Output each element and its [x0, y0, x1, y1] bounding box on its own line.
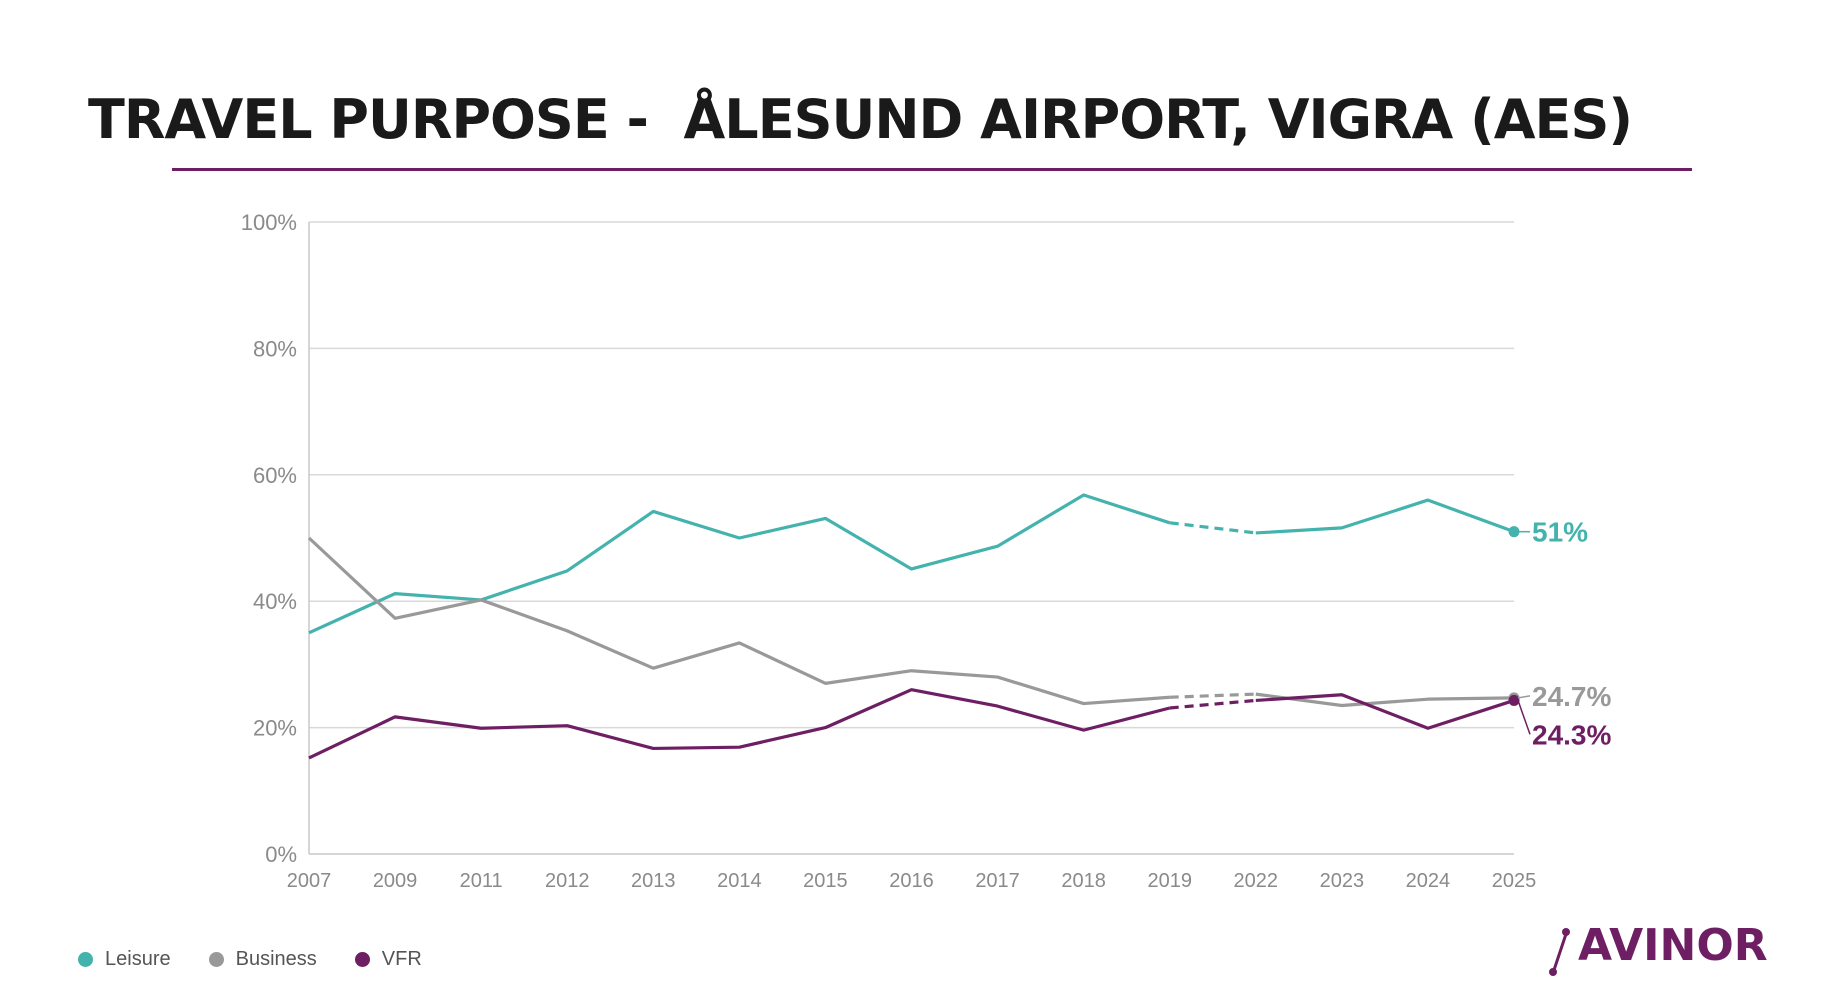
logo-text: AVINOR	[1578, 920, 1768, 971]
x-tick-label: 2022	[1234, 870, 1279, 892]
series-lines	[307, 493, 1520, 760]
axes: 0% 20% 40% 60% 80% 100% 2007 2009 2011 2012 2013 20…	[241, 210, 1537, 892]
legend-marker-leisure	[78, 952, 93, 967]
end-label-leisure: 51%	[1532, 517, 1588, 548]
y-tick-label: 100%	[241, 210, 297, 235]
legend-item-leisure: Leisure	[78, 948, 171, 971]
page-title: TRAVEL PURPOSE - ÅLESUND AIRPORT, VIGRA …	[88, 88, 1633, 151]
series-end-point-vfr	[1508, 694, 1520, 706]
series-line-leisure	[1255, 498, 1515, 535]
x-tick-label: 2015	[803, 870, 848, 892]
x-tick-label: 2016	[889, 870, 934, 892]
end-label-vfr: 24.3%	[1532, 719, 1611, 750]
x-tick-label: 2024	[1406, 870, 1451, 892]
logo-mark-icon	[1549, 928, 1570, 976]
grid-lines	[309, 221, 1514, 855]
series-line-leisure	[308, 493, 1171, 635]
end-label-leader-business	[1517, 695, 1531, 699]
y-tick-label: 40%	[253, 589, 297, 614]
x-tick-label: 2012	[545, 870, 590, 892]
avinor-logo: AVINOR	[1546, 920, 1768, 980]
y-tick-label: 80%	[253, 336, 297, 361]
legend-item-vfr: VFR	[354, 948, 422, 971]
x-tick-label: 2013	[631, 870, 676, 892]
y-tick-label: 0%	[265, 842, 297, 867]
x-tick-label: 2014	[717, 870, 762, 892]
y-tick-label: 60%	[253, 463, 297, 488]
legend-marker-vfr	[354, 952, 370, 967]
x-tick-label: 2007	[287, 870, 332, 892]
series-line-business	[307, 536, 1170, 706]
title-divider	[172, 168, 1692, 171]
series-dashed-business	[1169, 692, 1256, 699]
labels: 51% 24.7% 24.3%	[1517, 517, 1611, 750]
x-tick-label: 2018	[1061, 870, 1106, 892]
end-label-business: 24.7%	[1532, 681, 1611, 712]
series-dashed-leisure	[1169, 521, 1256, 535]
series-line-business	[1255, 692, 1515, 708]
legend-label-vfr: VFR	[381, 948, 422, 970]
x-tick-label: 2023	[1320, 870, 1365, 892]
legend-label-leisure: Leisure	[105, 948, 171, 970]
legend-marker-business	[208, 952, 224, 967]
series-end-point-leisure	[1508, 526, 1520, 538]
x-tick-label: 2011	[460, 870, 503, 892]
x-tick-label: 2025	[1492, 870, 1537, 892]
y-tick-label: 20%	[253, 716, 297, 741]
line-chart: 0% 20% 40% 60% 80% 100% 2007 2009 2011 2012 2013 20…	[241, 210, 1612, 892]
legend-item-business: Business	[208, 948, 317, 971]
series-line-vfr	[1255, 693, 1515, 730]
series-dashed-vfr	[1169, 698, 1256, 710]
series-line-vfr	[308, 688, 1171, 760]
end-label-leader-vfr	[1517, 700, 1531, 735]
x-tick-label: 2017	[975, 870, 1020, 892]
legend: Leisure Business VFR	[78, 948, 422, 971]
x-tick-label: 2009	[373, 870, 418, 892]
legend-label-business: Business	[235, 948, 317, 970]
x-tick-label: 2019	[1147, 870, 1192, 892]
